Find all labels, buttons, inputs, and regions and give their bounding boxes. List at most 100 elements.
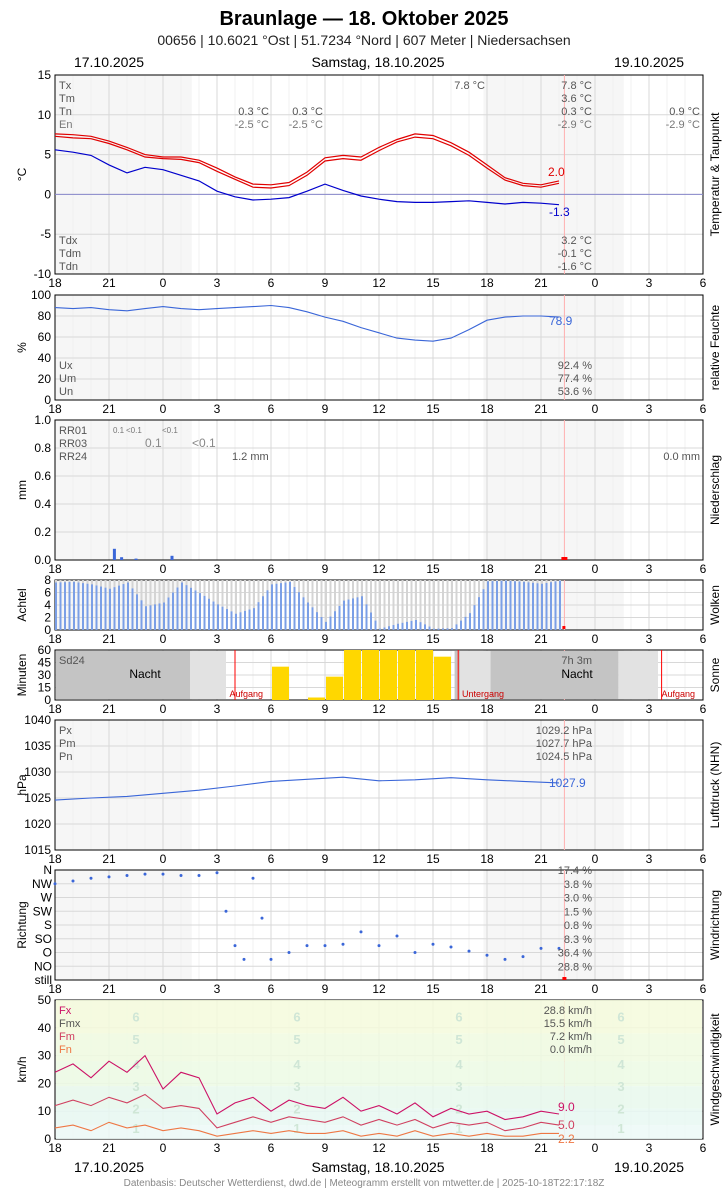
date-center-top: Samstag, 18.10.2025 (311, 54, 444, 70)
annotation-value: 1027.7 hPa (536, 738, 593, 750)
night-label: Nacht (129, 667, 161, 681)
precip-bar (120, 557, 124, 560)
cloud-bg-bar (316, 580, 318, 630)
temp-line-upper (54, 133, 560, 186)
x-tick-label: 9 (322, 1141, 329, 1155)
y-tick-label: 100 (31, 288, 51, 302)
cloud-bar (118, 585, 120, 630)
x-tick-label: 21 (534, 702, 548, 716)
y-tick-label: 0 (44, 393, 51, 407)
direction-point (539, 946, 543, 950)
night-shade (55, 720, 192, 850)
x-tick-label: 18 (48, 702, 62, 716)
x-tick-label: 12 (372, 562, 386, 576)
annotation-tx-peak: 7.8 °C (454, 80, 485, 92)
annotation-value: 28.8 km/h (544, 1005, 592, 1017)
x-tick-label: 12 (372, 1141, 386, 1155)
direction-tick-label: S (44, 918, 52, 932)
x-tick-label: 21 (534, 632, 548, 646)
panel-title: Niederschlag (708, 455, 722, 525)
x-tick-label: 21 (534, 852, 548, 866)
cloud-bg-bar (370, 580, 372, 630)
x-tick-label: 6 (268, 702, 275, 716)
x-tick-label: 18 (48, 1141, 62, 1155)
cloud-bar (280, 583, 282, 630)
direction-point (431, 942, 435, 946)
panel-frame (54, 869, 704, 981)
direction-point (557, 946, 561, 950)
x-tick-label: 18 (48, 402, 62, 416)
cloud-bar (545, 582, 548, 630)
precip-bar (134, 558, 138, 560)
x-tick-label: 21 (534, 982, 548, 996)
cloud-bar (163, 602, 165, 630)
direction-point (197, 874, 201, 877)
beaufort-label: 5 (293, 1032, 300, 1047)
cloud-bar (518, 581, 521, 630)
y-tick-label: 0.2 (34, 525, 51, 539)
humidity-line (54, 304, 560, 342)
panel-title: Wolken (708, 585, 722, 625)
cloud-bg-bar (379, 580, 381, 630)
credit-line: Datenbasis: Deutscher Wetterdienst, dwd.… (124, 1178, 605, 1189)
cloud-bar (383, 627, 386, 630)
panel-title: Windgeschwindigkeit (708, 1013, 722, 1126)
x-tick-label: 6 (268, 402, 275, 416)
cloud-bg-bar (253, 580, 255, 630)
x-tick-label: 0 (160, 1141, 167, 1155)
now-marker (561, 557, 568, 560)
cloud-bar (325, 621, 327, 630)
y-tick-label: 0 (44, 187, 51, 201)
x-tick-label: 3 (214, 702, 221, 716)
cloud-bar (172, 592, 174, 630)
y-tick-label: 1015 (24, 843, 51, 857)
last-min-label: 2.2 (558, 1132, 575, 1146)
cloud-bg-bar (446, 580, 449, 630)
panel-title: relative Feuchte (708, 304, 722, 390)
cloud-bar (478, 597, 480, 630)
y-axis-label: mm (15, 480, 29, 500)
cloud-bar (419, 622, 422, 630)
cloud-bar (356, 597, 359, 630)
direction-share: 28.8 % (558, 961, 592, 973)
temp-line-lower (54, 135, 560, 189)
y-tick-label: 45 (38, 656, 52, 670)
direction-tick-label: N (43, 863, 52, 877)
x-tick-label: 18 (480, 562, 494, 576)
x-tick-label: 9 (322, 702, 329, 716)
direction-point (413, 951, 417, 954)
x-tick-label: 15 (426, 1141, 440, 1155)
annotation-rr03: 0.1 (145, 436, 162, 450)
x-tick-label: 3 (214, 402, 221, 416)
x-tick-label: 18 (480, 852, 494, 866)
direction-share: 1.5 % (564, 906, 592, 918)
sun-bar (398, 650, 415, 700)
sun-bar (308, 697, 325, 700)
y-tick-label: -10 (34, 267, 52, 281)
date-right-bottom: 19.10.2025 (614, 1159, 684, 1175)
direction-point (161, 872, 165, 876)
y-tick-label: 1030 (24, 765, 51, 779)
cloud-bar (505, 580, 507, 630)
cloud-bar (149, 605, 152, 630)
y-axis-label: Achtel (15, 588, 29, 621)
direction-point (395, 934, 399, 938)
cloud-bar (388, 626, 390, 630)
cloud-bar (217, 604, 219, 630)
y-tick-label: 30 (38, 668, 52, 682)
beaufort-label: 3 (617, 1079, 624, 1094)
x-tick-label: 0 (160, 852, 167, 866)
cloud-bar (469, 613, 471, 630)
last-dew-label: -1.3 (549, 205, 570, 219)
cloud-bar (437, 628, 440, 630)
cloud-bar (509, 580, 512, 630)
x-tick-label: 0 (592, 632, 599, 646)
cloud-bar (73, 581, 75, 630)
x-tick-label: 6 (700, 852, 707, 866)
annotation-value: 1029.2 hPa (536, 725, 593, 737)
cloud-bar (442, 628, 444, 630)
cloud-bar (302, 597, 305, 630)
x-tick-label: 3 (646, 402, 653, 416)
